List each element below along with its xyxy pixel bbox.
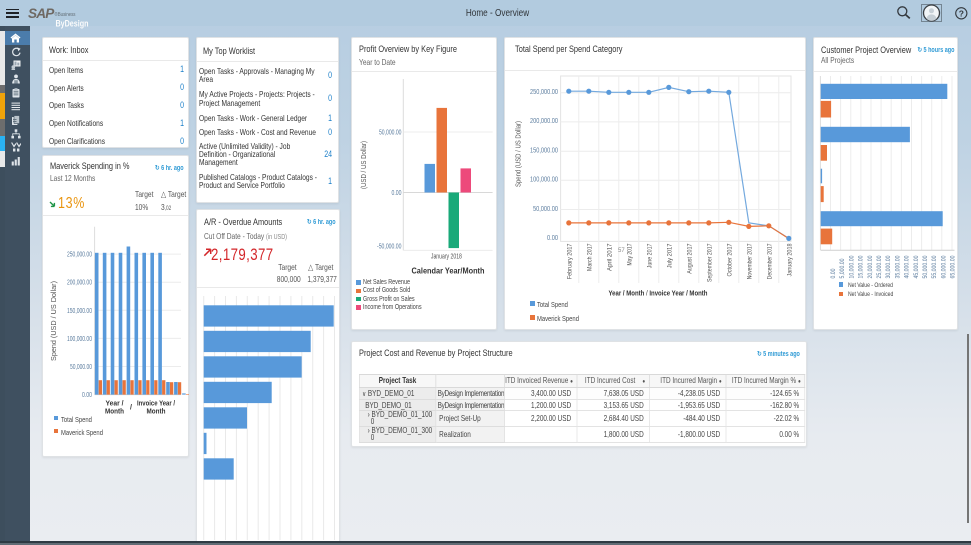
svg-text:®Business: ®Business — [55, 11, 76, 18]
svg-text:?: ? — [959, 8, 964, 18]
svg-text:SAP: SAP — [28, 6, 55, 21]
svg-text:ByDesign: ByDesign — [56, 18, 89, 29]
